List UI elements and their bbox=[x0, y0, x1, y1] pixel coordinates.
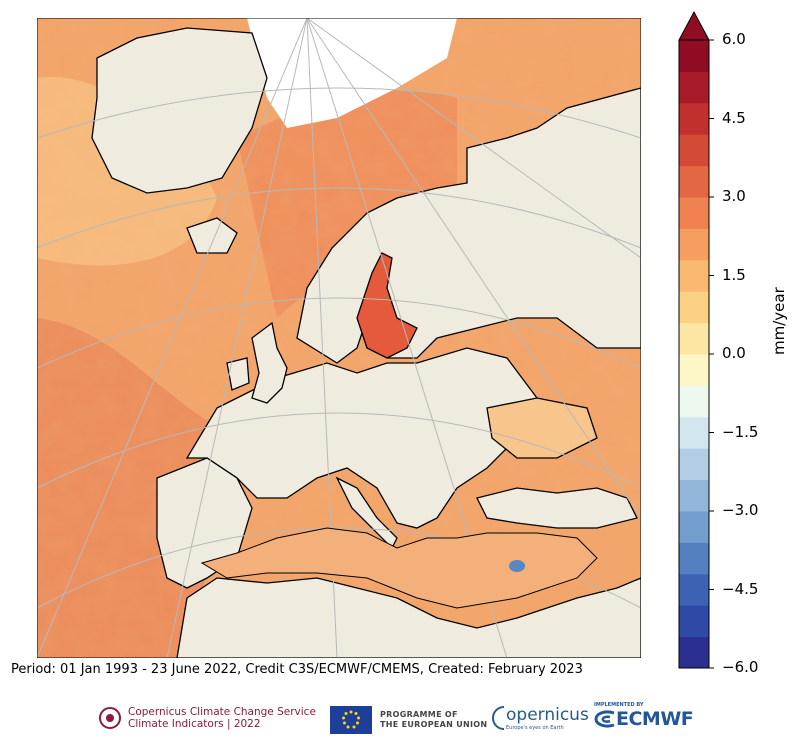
caption: Period: 01 Jan 1993 - 23 June 2022, Cred… bbox=[11, 662, 583, 677]
copernicus-subtitle: Europe's eyes on Earth bbox=[506, 725, 564, 731]
colorbar-segment bbox=[679, 636, 709, 669]
colorbar-tick-label: 3.0 bbox=[722, 187, 746, 205]
italy bbox=[335, 476, 398, 550]
c3s-line1: Copernicus Climate Change Service bbox=[128, 706, 316, 718]
colorbar-segment bbox=[679, 322, 709, 355]
sea-level-trend-map bbox=[37, 18, 641, 658]
ecmwf-logo: IMPLEMENTED BY ECMWF bbox=[594, 702, 694, 730]
eu-line2: THE EUROPEAN UNION bbox=[380, 720, 488, 729]
colorbar-tick-label: −3.0 bbox=[722, 501, 759, 519]
turkey bbox=[476, 487, 638, 529]
c3s-line2: Climate Indicators | 2022 bbox=[128, 718, 261, 730]
black-sea-north bbox=[486, 397, 598, 459]
negative-trend-spot bbox=[509, 560, 525, 572]
colorbar-segment bbox=[679, 479, 709, 512]
colorbar-tick-label: 0.0 bbox=[722, 344, 746, 362]
colorbar-segment bbox=[679, 197, 709, 229]
ireland bbox=[226, 357, 250, 391]
c3s-emblem-icon bbox=[99, 707, 121, 729]
colorbar-extend-arrow bbox=[678, 10, 710, 41]
eu-logo: PROGRAMME OF THE EUROPEAN UNION bbox=[330, 706, 487, 734]
colorbar-segment bbox=[679, 165, 709, 198]
mediterranean-sea bbox=[200, 527, 598, 609]
ecmwf-wordmark: ECMWF bbox=[616, 708, 694, 730]
iceland bbox=[186, 217, 238, 254]
baltic-sea-cut bbox=[356, 252, 418, 359]
greenland bbox=[91, 27, 268, 194]
colorbar-tick-label: −1.5 bbox=[722, 422, 759, 441]
colorbar-segment bbox=[679, 259, 709, 292]
colorbar-segment bbox=[679, 511, 709, 543]
colorbar-segment bbox=[679, 40, 709, 72]
colorbar-segment bbox=[679, 573, 709, 606]
colorbar-segment bbox=[679, 354, 709, 386]
colorbar-segment bbox=[679, 228, 709, 261]
colorbar-tick-label: 4.5 bbox=[722, 108, 746, 127]
colorbar-segment bbox=[679, 416, 709, 449]
arctic-no-data bbox=[247, 18, 457, 128]
ecmwf-implemented-by: IMPLEMENTED BY bbox=[594, 702, 644, 708]
colorbar-segment bbox=[679, 71, 709, 104]
colorbar-segment bbox=[679, 542, 709, 575]
copernicus-wordmark: opernicus bbox=[506, 705, 589, 725]
colorbar-tick-label: 6.0 bbox=[722, 30, 746, 48]
eu-flag-icon bbox=[330, 706, 372, 734]
ecmwf-swirl-icon bbox=[594, 710, 615, 728]
colorbar-segment bbox=[679, 385, 709, 418]
eu-line1: PROGRAMME OF bbox=[380, 710, 458, 719]
colorbar bbox=[678, 10, 714, 669]
colorbar-segment bbox=[679, 291, 709, 324]
colorbar-segment bbox=[679, 102, 709, 135]
colorbar-tick-label: 1.5 bbox=[722, 265, 746, 284]
colorbar-title: mm/year bbox=[770, 287, 788, 355]
colorbar-segment bbox=[679, 134, 709, 167]
colorbar-segment bbox=[679, 605, 709, 638]
colorbar-tick-label: −4.5 bbox=[722, 579, 759, 598]
copernicus-c-icon bbox=[492, 706, 505, 730]
colorbar-segment bbox=[679, 448, 709, 481]
british-isles bbox=[251, 321, 288, 404]
copernicus-logo: opernicus Europe's eyes on Earth bbox=[492, 704, 589, 732]
logo-bar: Copernicus Climate Change Service Climat… bbox=[0, 700, 800, 740]
colorbar-tick-label: −6.0 bbox=[722, 658, 759, 676]
north-africa bbox=[176, 577, 641, 658]
c3s-logo: Copernicus Climate Change Service Climat… bbox=[98, 706, 316, 730]
